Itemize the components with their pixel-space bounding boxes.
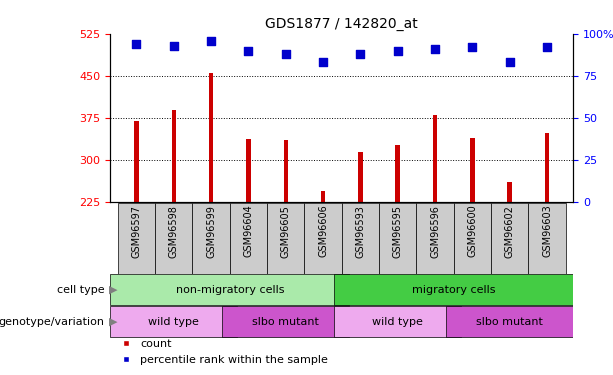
Text: ▶: ▶: [109, 316, 117, 327]
Text: ▶: ▶: [109, 285, 117, 295]
Text: cell type: cell type: [56, 285, 104, 295]
Text: GSM96604: GSM96604: [243, 205, 253, 257]
Bar: [433, 116, 437, 202]
Bar: [267, 202, 305, 274]
Point: [356, 51, 365, 57]
Text: GSM96593: GSM96593: [356, 205, 365, 258]
Bar: [230, 202, 267, 274]
Text: slbo mutant: slbo mutant: [253, 316, 319, 327]
Point: [393, 48, 403, 54]
Bar: [508, 182, 512, 203]
Text: GSM96596: GSM96596: [430, 205, 440, 258]
Bar: [446, 306, 573, 337]
Bar: [358, 152, 363, 202]
Bar: [155, 202, 192, 274]
Bar: [192, 202, 230, 274]
Title: GDS1877 / 142820_at: GDS1877 / 142820_at: [265, 17, 418, 32]
Bar: [395, 145, 400, 202]
Point: [169, 43, 179, 49]
Bar: [342, 202, 379, 274]
Point: [542, 44, 552, 50]
Point: [504, 59, 514, 65]
Bar: [334, 306, 461, 337]
Bar: [110, 306, 237, 337]
Text: migratory cells: migratory cells: [412, 285, 495, 295]
Bar: [246, 139, 251, 202]
Text: GSM96603: GSM96603: [542, 205, 552, 257]
Legend: count, percentile rank within the sample: count, percentile rank within the sample: [116, 335, 333, 369]
Bar: [118, 202, 155, 274]
Bar: [305, 202, 342, 274]
Bar: [321, 191, 326, 202]
Text: genotype/variation: genotype/variation: [0, 316, 104, 327]
Bar: [110, 274, 349, 305]
Text: GSM96605: GSM96605: [281, 205, 291, 258]
Text: GSM96595: GSM96595: [393, 205, 403, 258]
Text: GSM96598: GSM96598: [169, 205, 179, 258]
Text: wild type: wild type: [148, 316, 199, 327]
Bar: [491, 202, 528, 274]
Bar: [528, 202, 566, 274]
Point: [468, 44, 478, 50]
Text: GSM96597: GSM96597: [131, 205, 142, 258]
Text: non-migratory cells: non-migratory cells: [175, 285, 284, 295]
Text: GSM96606: GSM96606: [318, 205, 328, 257]
Text: GSM96600: GSM96600: [467, 205, 478, 257]
Bar: [379, 202, 416, 274]
Point: [132, 41, 142, 47]
Text: slbo mutant: slbo mutant: [476, 316, 543, 327]
Bar: [134, 121, 139, 202]
Bar: [416, 202, 454, 274]
Point: [318, 59, 328, 65]
Bar: [223, 306, 349, 337]
Bar: [470, 138, 474, 202]
Bar: [545, 134, 549, 202]
Bar: [209, 73, 213, 202]
Point: [243, 48, 253, 54]
Text: GSM96599: GSM96599: [206, 205, 216, 258]
Point: [430, 46, 440, 52]
Bar: [334, 274, 573, 305]
Text: wild type: wild type: [372, 316, 423, 327]
Bar: [284, 140, 288, 202]
Point: [281, 51, 291, 57]
Text: GSM96602: GSM96602: [504, 205, 515, 258]
Bar: [454, 202, 491, 274]
Bar: [172, 110, 176, 202]
Point: [206, 38, 216, 44]
